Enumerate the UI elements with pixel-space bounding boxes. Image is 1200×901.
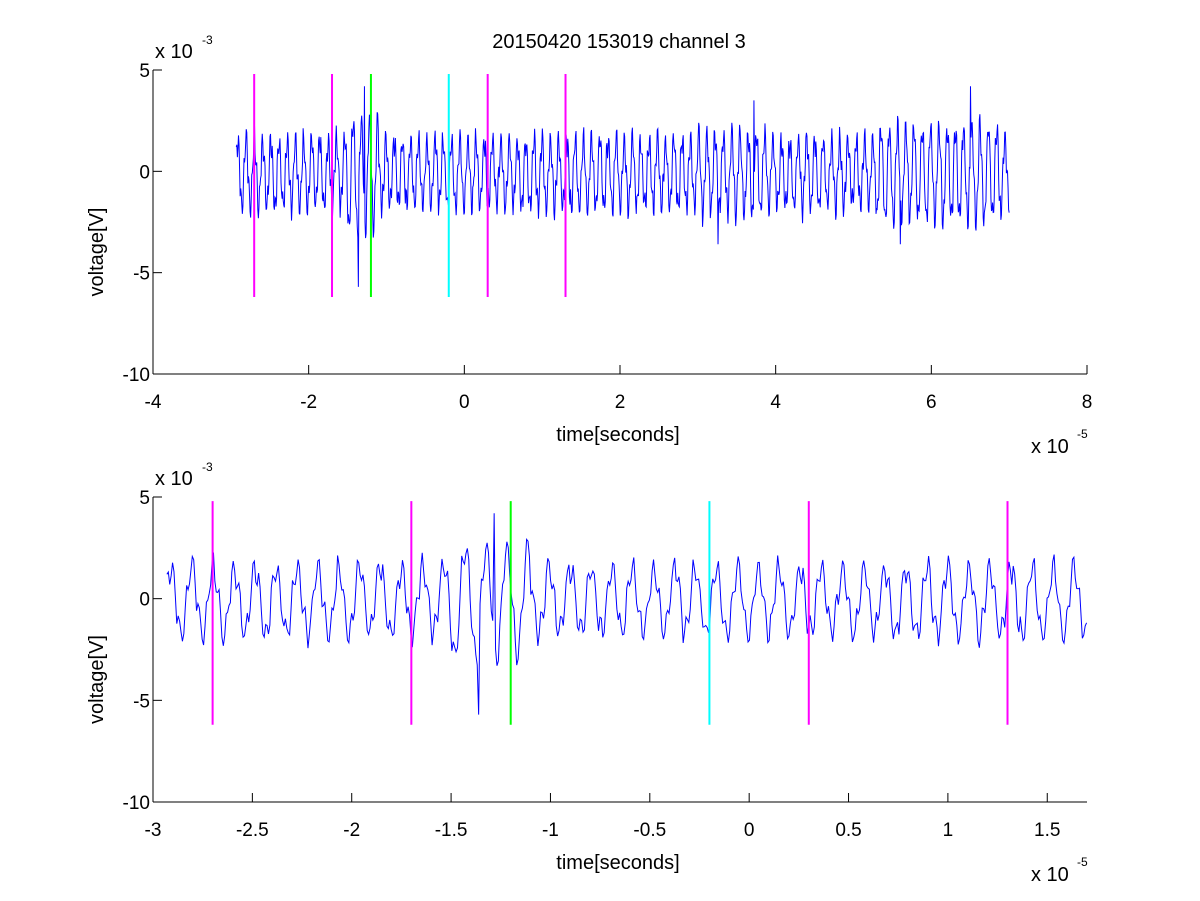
x-tick-label: 2 <box>615 392 626 413</box>
x-axis-label: time[seconds] <box>556 424 679 446</box>
x-tick-label: 0 <box>744 820 755 841</box>
x-tick-label: -2 <box>300 392 317 413</box>
signal-series <box>166 513 1088 715</box>
x-tick-label: -1.5 <box>435 820 468 841</box>
x-tick-label: 0.5 <box>835 820 861 841</box>
x-tick-label: -4 <box>145 392 162 413</box>
x-tick-label: 0 <box>459 392 470 413</box>
y-tick-label: -5 <box>133 691 150 712</box>
x-tick-label: 1.5 <box>1034 820 1060 841</box>
y-tick-label: 5 <box>139 61 150 82</box>
y-axis-label: voltage[V] <box>86 208 108 297</box>
figure-title: 20150420 153019 channel 3 <box>492 31 746 53</box>
y-multiplier-exponent: -3 <box>202 460 213 474</box>
y-multiplier-exponent: -3 <box>202 33 213 47</box>
x-multiplier-exponent: -5 <box>1077 855 1088 869</box>
x-multiplier-exponent: -5 <box>1077 427 1088 441</box>
y-multiplier: x 10 <box>155 41 193 63</box>
y-axis-label: voltage[V] <box>86 635 108 724</box>
y-tick-label: 5 <box>139 488 150 509</box>
x-axis-label: time[seconds] <box>556 852 679 874</box>
y-tick-label: -10 <box>123 793 150 814</box>
x-multiplier: x 10 <box>1031 864 1069 886</box>
x-tick-label: 1 <box>943 820 954 841</box>
y-tick-label: 0 <box>139 162 150 183</box>
x-tick-label: -2.5 <box>236 820 269 841</box>
y-tick-label: -5 <box>133 264 150 285</box>
x-multiplier: x 10 <box>1031 436 1069 458</box>
y-tick-label: -10 <box>123 365 150 386</box>
x-tick-label: -3 <box>145 820 162 841</box>
y-tick-label: 0 <box>139 590 150 611</box>
x-tick-label: 8 <box>1082 392 1093 413</box>
x-tick-label: -0.5 <box>633 820 666 841</box>
x-tick-label: 6 <box>926 392 937 413</box>
x-tick-label: -1 <box>542 820 559 841</box>
y-multiplier: x 10 <box>155 468 193 490</box>
signal-series <box>235 86 1010 287</box>
x-tick-label: -2 <box>343 820 360 841</box>
x-tick-label: 4 <box>770 392 781 413</box>
